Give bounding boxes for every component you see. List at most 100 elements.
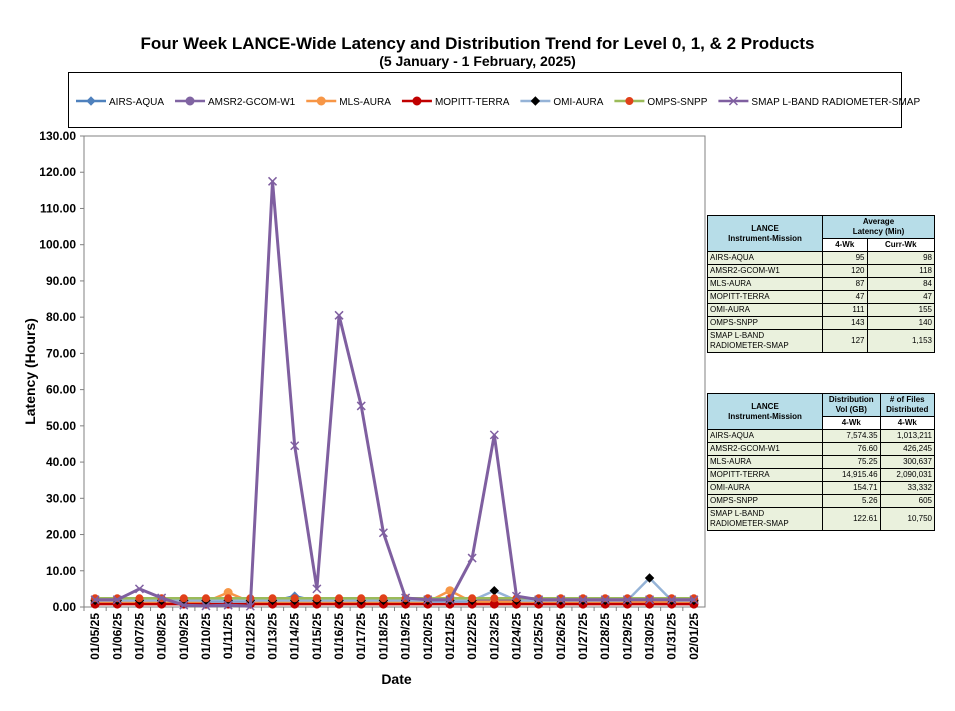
files-distributed-value: 33,332 (880, 482, 934, 495)
latency-4wk-value: 47 (823, 291, 868, 304)
y-tick-label: 120.00 (39, 165, 76, 179)
legend-marker-amsr2-gcom-w1 (186, 97, 194, 105)
instrument-name: AIRS-AQUA (708, 430, 823, 443)
table-row: OMI-AURA 154.71 33,332 (708, 482, 935, 495)
data-point-omps-snpp (336, 595, 343, 602)
legend-marker-mopitt-terra (413, 97, 421, 105)
legend-label-airs-aqua: AIRS-AQUA (109, 97, 164, 108)
table-row: MOPITT-TERRA 14,915.46 2,090,031 (708, 469, 935, 482)
data-point-omps-snpp (269, 595, 276, 602)
table-row: AIRS-AQUA 7,574.35 1,013,211 (708, 430, 935, 443)
data-point-omps-snpp (291, 595, 298, 602)
plot-area (84, 136, 705, 607)
y-tick-label: 110.00 (40, 201, 76, 215)
files-distributed-value: 1,013,211 (880, 430, 934, 443)
legend-label-smap-l-band-radiometer-smap: SMAP L-BAND RADIOMETER-SMAP (751, 97, 920, 108)
legend-marker-airs-aqua (87, 97, 95, 105)
x-tick-label: 01/27/25 (576, 613, 590, 660)
x-tick-label: 01/28/25 (598, 613, 612, 660)
x-tick-label: 01/25/25 (532, 613, 546, 660)
x-tick-label: 01/19/25 (399, 613, 413, 660)
instrument-name: MLS-AURA (708, 456, 823, 469)
legend-label-mopitt-terra: MOPITT-TERRA (435, 97, 510, 108)
data-point-omps-snpp (180, 595, 187, 602)
distribution-vol-value: 76.60 (823, 443, 881, 456)
distribution-vol-value: 154.71 (823, 482, 881, 495)
latency-4wk-value: 120 (823, 265, 868, 278)
y-tick-label: 40.00 (46, 455, 76, 469)
y-tick-label: 130.00 (39, 129, 76, 143)
dist-header-files: # of Files Distributed (880, 394, 934, 417)
y-tick-label: 30.00 (46, 491, 76, 505)
x-axis-title: Date (381, 671, 412, 687)
latency-currwk-value: 84 (867, 278, 934, 291)
distribution-vol-value: 75.25 (823, 456, 881, 469)
latency-currwk-value: 140 (867, 317, 934, 330)
instrument-name: MOPITT-TERRA (708, 291, 823, 304)
files-distributed-value: 300,637 (880, 456, 934, 469)
table-row: MLS-AURA 75.25 300,637 (708, 456, 935, 469)
files-distributed-value: 426,245 (880, 443, 934, 456)
x-tick-label: 01/17/25 (354, 613, 368, 660)
table-row: AMSR2-GCOM-W1 76.60 426,245 (708, 443, 935, 456)
x-tick-label: 01/13/25 (266, 613, 280, 660)
legend-marker-omi-aura (531, 97, 539, 105)
y-tick-label: 70.00 (46, 346, 76, 360)
x-tick-label: 01/08/25 (155, 613, 169, 660)
dist-header-instrument: LANCE Instrument-Mission (708, 394, 823, 430)
table-row: SMAP L-BAND RADIOMETER-SMAP 122.61 10,750 (708, 508, 935, 531)
table-row: MOPITT-TERRA 47 47 (708, 291, 935, 304)
latency-currwk-value: 118 (867, 265, 934, 278)
latency-4wk-value: 143 (823, 317, 868, 330)
distribution-vol-value: 122.61 (823, 508, 881, 531)
x-tick-label: 01/26/25 (554, 613, 568, 660)
x-tick-label: 01/11/25 (221, 613, 235, 659)
instrument-name: MOPITT-TERRA (708, 469, 823, 482)
latency-header-4wk: 4-Wk (823, 239, 868, 252)
instrument-name: AMSR2-GCOM-W1 (708, 265, 823, 278)
x-tick-label: 01/05/25 (88, 613, 102, 660)
legend-label-omps-snpp: OMPS-SNPP (647, 97, 707, 108)
latency-4wk-value: 127 (823, 330, 868, 353)
y-tick-label: 90.00 (46, 274, 76, 288)
latency-currwk-value: 47 (867, 291, 934, 304)
latency-header-average: Average Latency (Min) (823, 216, 935, 239)
latency-header-instrument: LANCE Instrument-Mission (708, 216, 823, 252)
x-tick-label: 01/24/25 (509, 613, 523, 660)
x-tick-label: 01/21/25 (443, 613, 457, 660)
y-tick-label: 60.00 (46, 383, 76, 397)
legend-label-amsr2-gcom-w1: AMSR2-GCOM-W1 (208, 97, 296, 108)
instrument-name: AIRS-AQUA (708, 252, 823, 265)
files-distributed-value: 2,090,031 (880, 469, 934, 482)
distribution-table: LANCE Instrument-Mission Distribution Vo… (707, 393, 935, 531)
instrument-name: MLS-AURA (708, 278, 823, 291)
table-row: AMSR2-GCOM-W1 120 118 (708, 265, 935, 278)
data-point-omps-snpp (136, 595, 143, 602)
instrument-name: OMPS-SNPP (708, 317, 823, 330)
latency-header-currwk: Curr-Wk (867, 239, 934, 252)
x-tick-label: 01/18/25 (376, 613, 390, 660)
dist-header-files-4wk: 4-Wk (880, 417, 934, 430)
instrument-name: OMPS-SNPP (708, 495, 823, 508)
y-tick-label: 20.00 (46, 528, 76, 542)
dist-header-vol: Distribution Vol (GB) (823, 394, 881, 417)
data-point-omps-snpp (313, 595, 320, 602)
y-tick-label: 100.00 (39, 238, 76, 252)
latency-4wk-value: 111 (823, 304, 868, 317)
x-tick-label: 01/10/25 (199, 613, 213, 660)
files-distributed-value: 10,750 (880, 508, 934, 531)
y-tick-label: 50.00 (46, 419, 76, 433)
data-point-omps-snpp (491, 595, 498, 602)
x-tick-label: 01/29/25 (620, 613, 634, 660)
latency-currwk-value: 1,153 (867, 330, 934, 353)
data-point-omps-snpp (380, 595, 387, 602)
latency-currwk-value: 155 (867, 304, 934, 317)
latency-table: LANCE Instrument-Mission Average Latency… (707, 215, 935, 353)
x-tick-label: 01/30/25 (643, 613, 657, 660)
x-tick-label: 01/15/25 (310, 613, 324, 660)
table-row: MLS-AURA 87 84 (708, 278, 935, 291)
data-point-omps-snpp (225, 595, 232, 602)
distribution-vol-value: 14,915.46 (823, 469, 881, 482)
x-tick-label: 01/14/25 (288, 613, 302, 660)
